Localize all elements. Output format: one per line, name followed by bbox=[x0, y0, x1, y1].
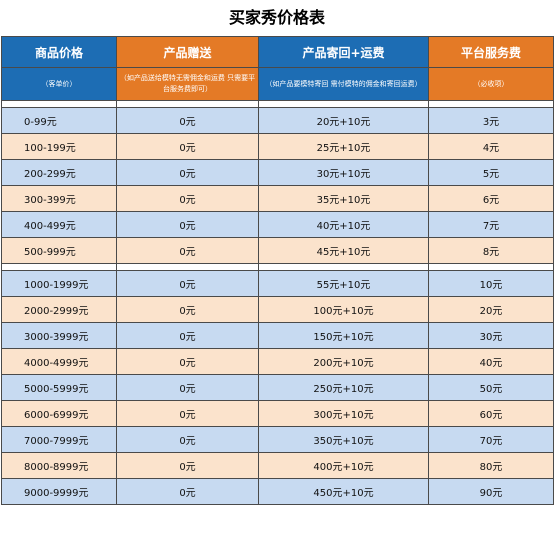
table-row: 8000-8999元 0元 400元+10元 80元 bbox=[1, 452, 554, 479]
price-cell: 8000-8999元 bbox=[1, 452, 117, 479]
gift-cell: 0元 bbox=[116, 159, 259, 186]
fee-cell: 7元 bbox=[428, 211, 554, 238]
table-row: 400-499元 0元 40元+10元 7元 bbox=[1, 211, 554, 238]
fee-cell: 30元 bbox=[428, 322, 554, 349]
gift-cell: 0元 bbox=[116, 296, 259, 323]
table-row: 500-999元 0元 45元+10元 8元 bbox=[1, 237, 554, 264]
table-row: 0-99元 0元 20元+10元 3元 bbox=[1, 107, 554, 134]
header-fee-note: （必收项） bbox=[428, 67, 554, 101]
spacer-cell bbox=[1, 263, 117, 271]
price-cell: 3000-3999元 bbox=[1, 322, 117, 349]
table-row: 100-199元 0元 25元+10元 4元 bbox=[1, 133, 554, 160]
price-cell: 300-399元 bbox=[1, 185, 117, 212]
spacer-cell bbox=[1, 100, 117, 108]
group-spacer bbox=[1, 100, 554, 108]
gift-cell: 0元 bbox=[116, 322, 259, 349]
gift-cell: 0元 bbox=[116, 133, 259, 160]
return-cell: 45元+10元 bbox=[258, 237, 429, 264]
return-cell: 35元+10元 bbox=[258, 185, 429, 212]
return-cell: 25元+10元 bbox=[258, 133, 429, 160]
price-table: 商品价格 产品赠送 产品寄回+运费 平台服务费 （客单价） （如产品送给模特无需… bbox=[1, 36, 554, 505]
return-cell: 150元+10元 bbox=[258, 322, 429, 349]
header-note-row: （客单价） （如产品送给模特无需佣金和运费 只需要平台服务费即可） （如产品要模… bbox=[1, 67, 554, 101]
fee-cell: 10元 bbox=[428, 270, 554, 297]
return-cell: 450元+10元 bbox=[258, 478, 429, 505]
price-cell: 5000-5999元 bbox=[1, 374, 117, 401]
table-row: 7000-7999元 0元 350元+10元 70元 bbox=[1, 426, 554, 453]
spacer-cell bbox=[428, 100, 554, 108]
gift-cell: 0元 bbox=[116, 185, 259, 212]
fee-cell: 8元 bbox=[428, 237, 554, 264]
return-cell: 40元+10元 bbox=[258, 211, 429, 238]
table-row: 4000-4999元 0元 200元+10元 40元 bbox=[1, 348, 554, 375]
fee-cell: 20元 bbox=[428, 296, 554, 323]
header-price: 商品价格 bbox=[1, 36, 117, 68]
gift-cell: 0元 bbox=[116, 452, 259, 479]
group-spacer bbox=[1, 263, 554, 271]
fee-cell: 40元 bbox=[428, 348, 554, 375]
price-cell: 500-999元 bbox=[1, 237, 117, 264]
price-cell: 1000-1999元 bbox=[1, 270, 117, 297]
price-cell: 400-499元 bbox=[1, 211, 117, 238]
price-cell: 0-99元 bbox=[1, 107, 117, 134]
fee-cell: 60元 bbox=[428, 400, 554, 427]
return-cell: 300元+10元 bbox=[258, 400, 429, 427]
return-cell: 200元+10元 bbox=[258, 348, 429, 375]
price-cell: 4000-4999元 bbox=[1, 348, 117, 375]
fee-cell: 90元 bbox=[428, 478, 554, 505]
fee-cell: 70元 bbox=[428, 426, 554, 453]
fee-cell: 5元 bbox=[428, 159, 554, 186]
table-row: 1000-1999元 0元 55元+10元 10元 bbox=[1, 270, 554, 297]
header-row: 商品价格 产品赠送 产品寄回+运费 平台服务费 bbox=[1, 36, 554, 68]
fee-cell: 80元 bbox=[428, 452, 554, 479]
return-cell: 30元+10元 bbox=[258, 159, 429, 186]
spacer-cell bbox=[116, 263, 259, 271]
return-cell: 350元+10元 bbox=[258, 426, 429, 453]
gift-cell: 0元 bbox=[116, 400, 259, 427]
fee-cell: 3元 bbox=[428, 107, 554, 134]
table-row: 6000-6999元 0元 300元+10元 60元 bbox=[1, 400, 554, 427]
page-title: 买家秀价格表 bbox=[228, 8, 325, 27]
header-return: 产品寄回+运费 bbox=[258, 36, 429, 68]
header-gift-note: （如产品送给模特无需佣金和运费 只需要平台服务费即可） bbox=[116, 67, 259, 101]
spacer-cell bbox=[428, 263, 554, 271]
gift-cell: 0元 bbox=[116, 374, 259, 401]
gift-cell: 0元 bbox=[116, 211, 259, 238]
table-row: 5000-5999元 0元 250元+10元 50元 bbox=[1, 374, 554, 401]
gift-cell: 0元 bbox=[116, 348, 259, 375]
gift-cell: 0元 bbox=[116, 270, 259, 297]
table-row: 200-299元 0元 30元+10元 5元 bbox=[1, 159, 554, 186]
price-cell: 9000-9999元 bbox=[1, 478, 117, 505]
fee-cell: 6元 bbox=[428, 185, 554, 212]
table-row: 300-399元 0元 35元+10元 6元 bbox=[1, 185, 554, 212]
fee-cell: 4元 bbox=[428, 133, 554, 160]
fee-cell: 50元 bbox=[428, 374, 554, 401]
price-cell: 7000-7999元 bbox=[1, 426, 117, 453]
return-cell: 20元+10元 bbox=[258, 107, 429, 134]
gift-cell: 0元 bbox=[116, 478, 259, 505]
price-cell: 100-199元 bbox=[1, 133, 117, 160]
return-cell: 100元+10元 bbox=[258, 296, 429, 323]
table-row: 9000-9999元 0元 450元+10元 90元 bbox=[1, 478, 554, 505]
gift-cell: 0元 bbox=[116, 107, 259, 134]
price-cell: 200-299元 bbox=[1, 159, 117, 186]
gift-cell: 0元 bbox=[116, 426, 259, 453]
return-cell: 250元+10元 bbox=[258, 374, 429, 401]
table-row: 3000-3999元 0元 150元+10元 30元 bbox=[1, 322, 554, 349]
spacer-cell bbox=[116, 100, 259, 108]
spacer-cell bbox=[258, 100, 429, 108]
return-cell: 55元+10元 bbox=[258, 270, 429, 297]
header-return-note: （如产品要模特寄回 需付模特的佣金和寄回运费） bbox=[258, 67, 429, 101]
header-fee: 平台服务费 bbox=[428, 36, 554, 68]
price-cell: 6000-6999元 bbox=[1, 400, 117, 427]
spacer-cell bbox=[258, 263, 429, 271]
return-cell: 400元+10元 bbox=[258, 452, 429, 479]
price-cell: 2000-2999元 bbox=[1, 296, 117, 323]
table-row: 2000-2999元 0元 100元+10元 20元 bbox=[1, 296, 554, 323]
header-gift: 产品赠送 bbox=[116, 36, 259, 68]
header-price-note: （客单价） bbox=[1, 67, 117, 101]
gift-cell: 0元 bbox=[116, 237, 259, 264]
